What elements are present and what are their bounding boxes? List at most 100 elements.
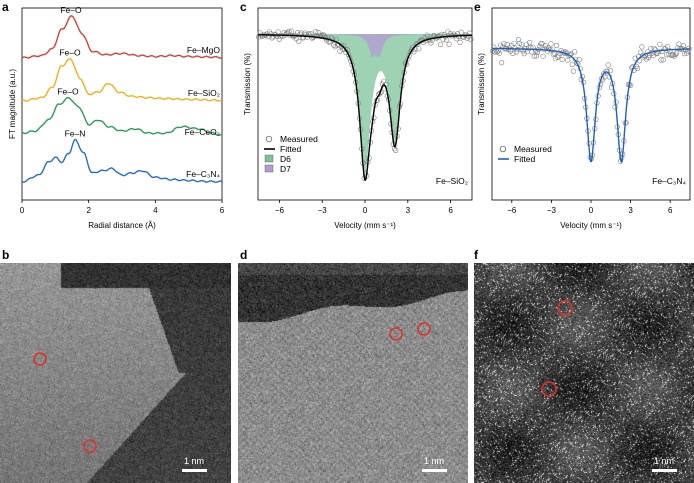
measured-point [623, 120, 629, 126]
haadf-image-f: 1 nm [474, 263, 694, 483]
atom-marker [33, 352, 47, 366]
atom-marker [541, 381, 557, 397]
measured-point [555, 54, 561, 60]
measured-point [607, 67, 614, 74]
measured-point [275, 29, 281, 35]
series-line [21, 15, 223, 59]
plot-frame [21, 7, 223, 201]
x-axis-label: Radial distance (Å) [88, 221, 156, 230]
panel-letter-c: c [240, 0, 247, 14]
peak-label: Fe–O [59, 48, 81, 58]
legend-label: Fitted [514, 154, 536, 164]
measured-point [605, 62, 611, 68]
measured-point [510, 50, 516, 57]
x-tick-label: 0 [20, 206, 25, 215]
measured-point [665, 43, 671, 50]
measured-point [638, 49, 644, 55]
measured-point [604, 68, 610, 74]
measured-point [639, 44, 645, 50]
measured-point [416, 46, 422, 52]
series-label: Fe–MgO [187, 45, 220, 55]
peak-label: Fe–O [57, 87, 79, 97]
x-tick-label: 6 [668, 206, 673, 215]
component-area-d6 [258, 34, 472, 174]
x-tick-label: −6 [275, 206, 285, 215]
sample-label: Fe–SiO₂ [436, 176, 468, 186]
measured-point [651, 45, 657, 51]
series-line [21, 96, 222, 136]
atom-marker [557, 300, 573, 316]
measured-point [672, 51, 679, 57]
measured-point [296, 38, 302, 44]
measured-point [674, 50, 680, 56]
y-axis-label: Transmission (%) [477, 53, 486, 115]
measured-point [540, 53, 546, 59]
y-axis-label: Transmission (%) [243, 53, 252, 115]
atom-marker [417, 322, 431, 336]
measured-point [280, 33, 286, 39]
legend-marker [264, 154, 274, 163]
measured-point [446, 41, 452, 47]
plot-frame [491, 7, 691, 201]
scale-bar-label: 1 nm [654, 456, 674, 466]
x-tick-label: −3 [547, 206, 557, 215]
x-tick-label: 6 [448, 206, 453, 215]
measured-point [569, 61, 575, 68]
scale-bar [422, 469, 447, 472]
measured-point [565, 57, 571, 63]
atom-marker [389, 327, 403, 341]
measured-point [527, 39, 533, 46]
panel-letter-f: f [474, 248, 478, 262]
panel-letter-e: e [474, 0, 481, 14]
scale-bar-label: 1 nm [424, 456, 444, 466]
measured-point [314, 33, 320, 39]
fitted-line [492, 47, 690, 164]
measured-point [570, 68, 576, 74]
measured-point [550, 51, 556, 57]
measured-point [514, 47, 520, 53]
measured-point [458, 29, 464, 35]
x-tick-label: 0 [589, 206, 594, 215]
measured-point [683, 47, 689, 53]
x-axis-label: Velocity (mm s⁻¹) [560, 221, 622, 230]
measured-point [515, 37, 522, 43]
scale-bar [182, 469, 207, 472]
legend-label: Measured [514, 144, 552, 154]
haadf-image-d: 1 nm [238, 263, 468, 483]
mossbauer-chart-fe-sio2: −6 −3 0 3 6 Velocity (mm s⁻¹) Transmission (%)… [243, 7, 474, 230]
panel-letter-b: b [2, 248, 10, 262]
x-axis-label: Velocity (mm s⁻¹) [334, 221, 396, 230]
measured-point [676, 41, 682, 47]
series-label: Fe–CeO₂ [185, 127, 220, 137]
measured-point [499, 59, 505, 66]
scale-bar-label: 1 nm [184, 456, 204, 466]
legend-marker [264, 164, 274, 173]
measured-point [504, 41, 510, 48]
panel-letter-d: d [240, 248, 248, 262]
measured-point [681, 51, 688, 57]
atom-marker [83, 439, 97, 453]
x-tick-label: −6 [507, 206, 517, 215]
measured-point [302, 30, 308, 36]
measured-point [632, 55, 638, 61]
measured-point [548, 41, 554, 47]
measured-point [576, 56, 582, 63]
measured-point [321, 32, 327, 38]
measured-point [381, 78, 387, 84]
measured-point [533, 53, 539, 59]
measured-point [428, 40, 434, 46]
measured-point [315, 29, 321, 36]
measured-point [634, 65, 640, 71]
legend-label: Fitted [280, 144, 302, 154]
legend-label: Measured [280, 134, 318, 144]
measured-point [338, 43, 344, 49]
measured-point [658, 57, 664, 63]
measured-point [628, 82, 634, 88]
measured-point [406, 53, 412, 59]
measured-point [559, 56, 565, 63]
measured-point [276, 36, 282, 42]
measured-point [496, 50, 503, 56]
y-axis-label: FT magnitude (a.u.) [8, 69, 17, 139]
exafs-chart: 0 2 4 6 Radial distance (Å) FT magnitude (a.u… [8, 5, 225, 230]
x-tick-label: 0 [363, 206, 368, 215]
